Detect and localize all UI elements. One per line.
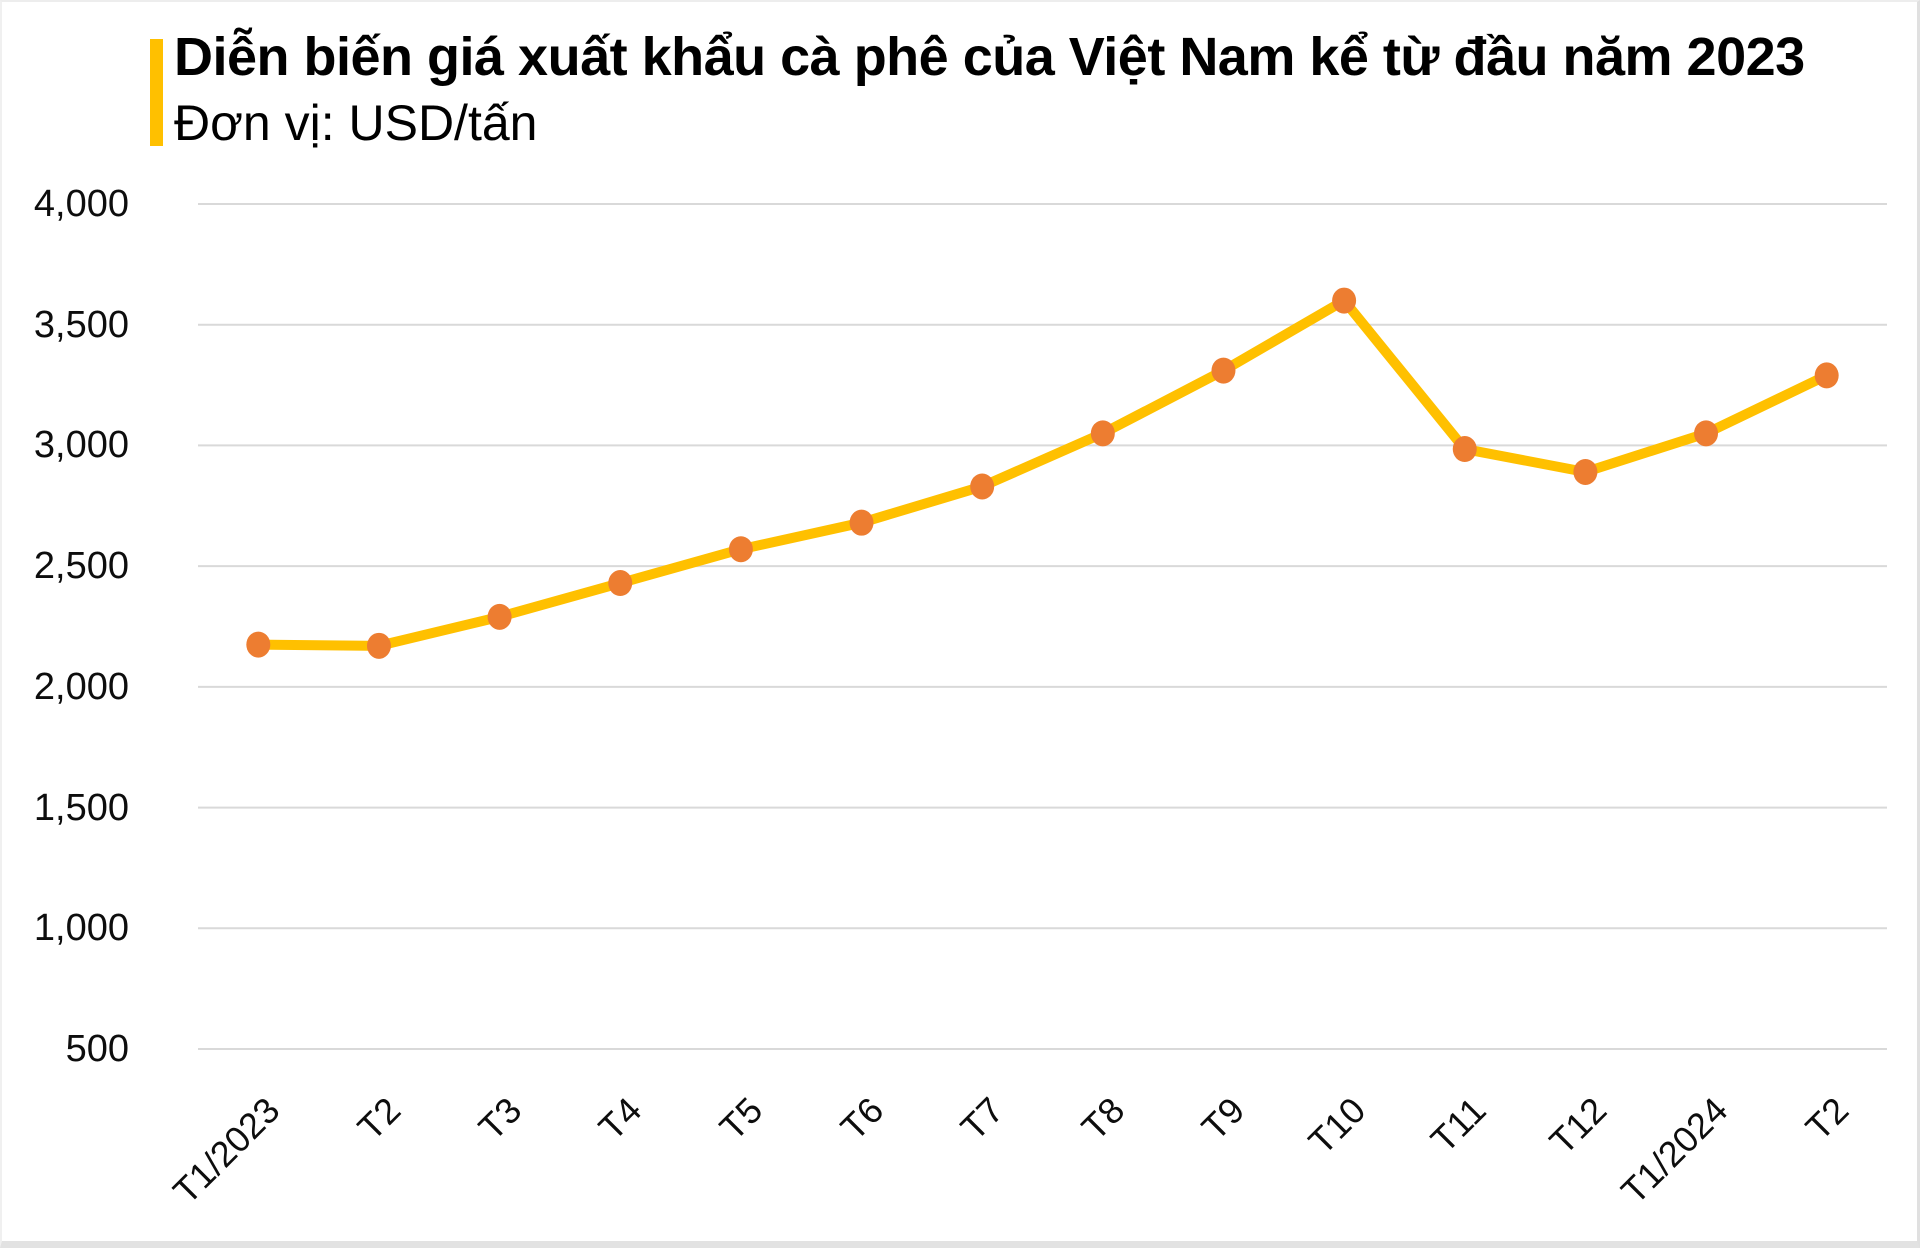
y-axis-tick-label: 500 (65, 1028, 129, 1070)
y-axis-tick-label: 1,000 (33, 907, 129, 950)
chart-unit-subtitle: Đơn vị: USD/tấn (174, 95, 538, 151)
y-axis-tick-label: 3,500 (33, 303, 129, 346)
data-point-T4 (608, 570, 633, 597)
y-axis-tick-label: 2,000 (33, 665, 129, 708)
data-point-T12 (1573, 458, 1598, 485)
data-point-T1/2023 (246, 631, 271, 658)
data-point-T8 (1090, 420, 1115, 447)
y-axis-tick-label: 2,500 (33, 545, 129, 588)
y-axis-tick-label: 1,500 (33, 786, 129, 829)
data-point-T7 (970, 473, 995, 500)
data-point-T11 (1452, 436, 1477, 463)
data-point-T6 (849, 509, 874, 536)
price-line (253, 295, 1832, 651)
y-axis-tick-label: 3,000 (33, 424, 129, 467)
data-point-T2 (1814, 362, 1839, 389)
data-point-T2 (366, 632, 391, 659)
data-point-T10 (1332, 287, 1357, 314)
data-point-T1/2024 (1694, 420, 1719, 447)
chart-title: Diễn biến giá xuất khẩu cà phê của Việt … (174, 27, 1805, 87)
data-point-T9 (1211, 357, 1236, 384)
data-point-T3 (487, 603, 512, 630)
y-axis-tick-label: 4,000 (33, 183, 129, 225)
title-accent-bar (150, 39, 163, 146)
data-point-T5 (728, 536, 753, 563)
